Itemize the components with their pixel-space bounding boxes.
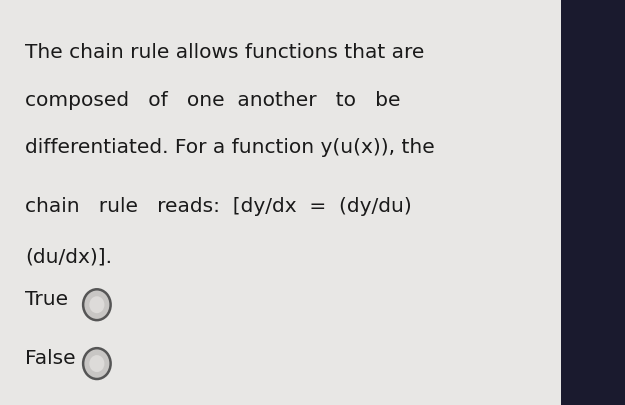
- Text: True: True: [25, 290, 68, 309]
- Ellipse shape: [83, 290, 111, 320]
- Text: (du/dx)].: (du/dx)].: [25, 247, 112, 266]
- Text: differentiated. For a function y(u(x)), the: differentiated. For a function y(u(x)), …: [25, 138, 435, 157]
- Text: The chain rule allows functions that are: The chain rule allows functions that are: [25, 43, 424, 62]
- Ellipse shape: [83, 348, 111, 379]
- Ellipse shape: [89, 296, 104, 313]
- Text: chain   rule   reads:  [dy/dx  =  (dy/du): chain rule reads: [dy/dx = (dy/du): [25, 196, 412, 215]
- Ellipse shape: [89, 355, 104, 372]
- Text: False: False: [25, 348, 76, 367]
- Text: composed   of   one  another   to   be: composed of one another to be: [25, 91, 401, 110]
- FancyBboxPatch shape: [0, 0, 561, 405]
